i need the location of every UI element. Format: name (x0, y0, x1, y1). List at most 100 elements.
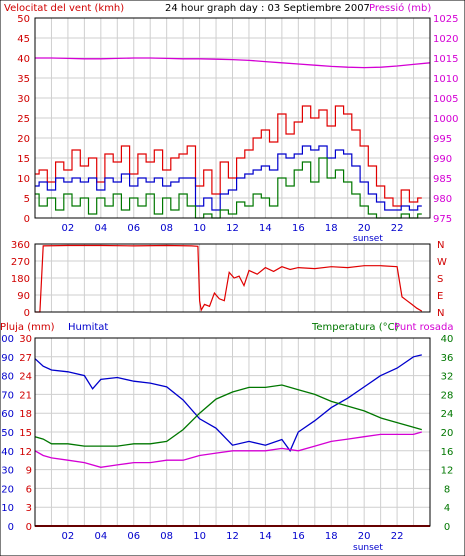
temperature-tick-label: 40 (441, 334, 454, 345)
direction-tick-label: 270 (11, 257, 30, 268)
rain-tick-label: 21 (19, 390, 32, 401)
rain-tick-label: 0 (26, 522, 32, 533)
wind-tick-label: 50 (17, 14, 30, 25)
x-tick-label-bottom: 18 (325, 531, 338, 542)
axis-layer: 0510152025303540455097598098599099510001… (0, 14, 458, 542)
humidity-tick-label: 100 (0, 334, 14, 345)
series-temperature (34, 384, 422, 447)
rain-tick-label: 3 (26, 503, 32, 514)
pressure-axis-label: Pressió (mb) (369, 2, 431, 14)
humidity-tick-label: 10 (1, 503, 14, 514)
wind-tick-label: 35 (17, 74, 30, 85)
temperature-tick-label: 0 (444, 522, 450, 533)
rain-tick-label: 12 (19, 447, 32, 458)
chart-title: 24 hour graph day : 03 Septiembre 2007 (165, 3, 370, 14)
frame-layer (34, 17, 431, 527)
x-tick-label-bottom: 08 (160, 531, 173, 542)
compass-label: N (437, 308, 444, 319)
temperature-tick-label: 8 (444, 484, 450, 495)
x-tick-label-bottom: 16 (292, 531, 305, 542)
humidity-tick-label: 20 (1, 484, 14, 495)
rain-tick-label: 15 (19, 428, 32, 439)
x-tick-label-top: 12 (226, 223, 239, 234)
x-tick-label-bottom: 20 (358, 531, 371, 542)
grid-layer (35, 18, 430, 526)
x-tick-label-bottom: 22 (391, 531, 404, 542)
pressure-tick-label: 1010 (433, 74, 458, 85)
x-tick-label-bottom: 02 (62, 531, 75, 542)
wind-panel-frame (34, 17, 431, 219)
humidity-tick-label: 50 (1, 428, 14, 439)
compass-label: N (437, 240, 444, 251)
wind-tick-label: 20 (17, 134, 30, 145)
wind-tick-label: 40 (17, 54, 30, 65)
humidity-tick-label: 60 (1, 409, 14, 420)
temperature-tick-label: 32 (441, 372, 454, 383)
pressure-tick-label: 990 (433, 154, 452, 165)
dewpoint-axis-label: Punt rosada (394, 322, 453, 333)
wind-tick-label: 10 (17, 174, 30, 185)
sunset-label-top: sunset (353, 234, 383, 244)
sunset-label-bottom: sunset (353, 543, 383, 553)
rain-tick-label: 27 (19, 353, 32, 364)
series-wind-gust (35, 105, 422, 207)
rain-tick-label: 9 (26, 466, 32, 477)
temperature-tick-label: 28 (441, 390, 454, 401)
rain-tick-label: 24 (19, 372, 32, 383)
series-wind-average (35, 145, 422, 211)
humidity-tick-label: 90 (1, 353, 14, 364)
x-tick-label-top: 04 (94, 223, 107, 234)
x-tick-label-top: 14 (259, 223, 272, 234)
wind-tick-label: 45 (17, 34, 30, 45)
compass-label: E (437, 291, 443, 302)
pressure-tick-label: 975 (433, 214, 452, 225)
series-wind-low (35, 157, 422, 219)
pressure-tick-label: 995 (433, 134, 452, 145)
pressure-tick-label: 980 (433, 194, 452, 205)
humidity-tick-label: 70 (1, 390, 14, 401)
pressure-tick-label: 985 (433, 174, 452, 185)
direction-tick-label: 360 (11, 240, 30, 251)
pressure-tick-label: 1000 (433, 114, 458, 125)
x-tick-label-bottom: 06 (127, 531, 140, 542)
wind-axis-label: Velocitat del vent (kmh) (4, 3, 124, 14)
x-tick-label-top: 22 (391, 223, 404, 234)
humidity-tick-label: 0 (8, 522, 14, 533)
x-tick-label-bottom: 14 (259, 531, 272, 542)
humidity-axis-label: Humitat (68, 322, 108, 333)
compass-label: W (437, 257, 447, 268)
humidity-tick-label: 30 (1, 466, 14, 477)
direction-tick-label: 180 (11, 274, 30, 285)
x-tick-label-bottom: 10 (193, 531, 206, 542)
direction-panel-frame (34, 243, 431, 313)
wind-tick-label: 30 (17, 94, 30, 105)
x-tick-label-top: 10 (193, 223, 206, 234)
series-pressure (35, 57, 431, 69)
pressure-tick-label: 1005 (433, 94, 458, 105)
wind-tick-label: 15 (17, 154, 30, 165)
pressure-tick-label: 1020 (433, 34, 458, 45)
series-humidity (34, 354, 422, 453)
rain-axis-label: Pluja (mm) (0, 322, 55, 333)
temperature-tick-label: 20 (441, 428, 454, 439)
x-tick-label-top: 20 (358, 223, 371, 234)
compass-label: S (437, 274, 443, 285)
pressure-tick-label: 1025 (433, 14, 458, 25)
temperature-tick-label: 16 (441, 447, 454, 458)
x-tick-label-top: 06 (127, 223, 140, 234)
humidity-tick-label: 80 (1, 372, 14, 383)
wind-tick-label: 25 (17, 114, 30, 125)
x-tick-label-top: 16 (292, 223, 305, 234)
temperature-tick-label: 24 (441, 409, 454, 420)
temperature-tick-label: 4 (444, 503, 450, 514)
humidity-panel-frame (34, 337, 431, 527)
x-tick-label-bottom: 04 (94, 531, 107, 542)
wind-tick-label: 0 (24, 214, 30, 225)
rain-tick-label: 6 (26, 484, 32, 495)
direction-tick-label: 90 (17, 291, 30, 302)
temperature-axis-label: Temperatura (°C) (311, 322, 399, 333)
x-tick-label-top: 02 (62, 223, 75, 234)
x-tick-label-top: 18 (325, 223, 338, 234)
